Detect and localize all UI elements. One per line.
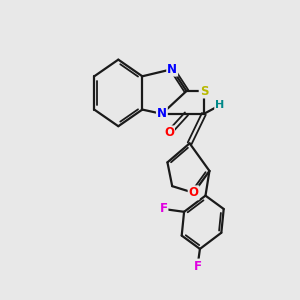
Text: O: O [164,126,174,140]
Text: F: F [194,260,202,272]
Text: N: N [157,107,167,120]
Text: F: F [160,202,167,215]
Text: H: H [215,100,224,110]
Text: N: N [167,63,177,76]
Text: O: O [189,186,199,199]
Text: S: S [200,85,208,98]
